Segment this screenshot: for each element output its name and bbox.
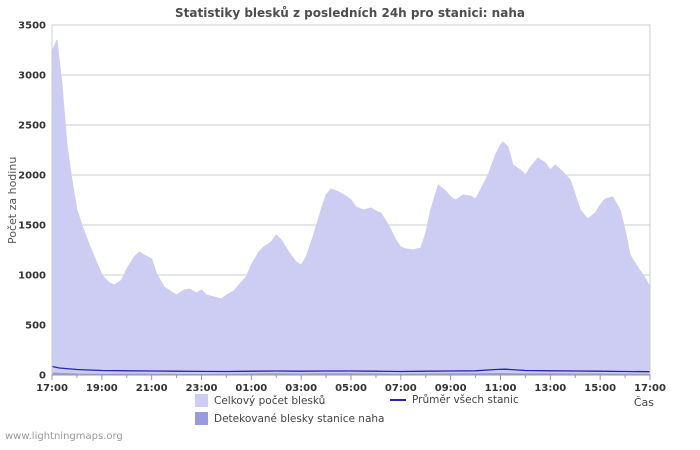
svg-text:05:00: 05:00 (335, 383, 367, 394)
svg-text:500: 500 (25, 321, 46, 332)
legend-swatch-average-line (390, 399, 406, 401)
svg-text:3500: 3500 (18, 21, 46, 32)
svg-text:3000: 3000 (18, 71, 46, 82)
svg-text:23:00: 23:00 (186, 383, 218, 394)
svg-text:2000: 2000 (18, 171, 46, 182)
legend-item-average: Průměr všech stanic (390, 394, 519, 406)
svg-text:03:00: 03:00 (285, 383, 317, 394)
svg-text:19:00: 19:00 (86, 383, 118, 394)
svg-text:2500: 2500 (18, 121, 46, 132)
svg-text:09:00: 09:00 (435, 383, 467, 394)
watermark-link: www.lightningmaps.org (5, 431, 123, 442)
svg-text:21:00: 21:00 (136, 383, 168, 394)
legend-swatch-station-area (195, 412, 208, 425)
legend-label-average: Průměr všech stanic (412, 394, 519, 406)
legend-item-total: Celkový počet blesků (195, 394, 325, 407)
svg-text:1000: 1000 (18, 271, 46, 282)
svg-text:15:00: 15:00 (584, 383, 616, 394)
svg-text:17:00: 17:00 (36, 383, 68, 394)
legend-item-station: Detekované blesky stanice naha (195, 412, 384, 425)
legend-label-total: Celkový počet blesků (214, 394, 326, 407)
legend-label-station: Detekované blesky stanice naha (214, 412, 385, 425)
svg-text:1500: 1500 (18, 221, 46, 232)
chart-title: Statistiky blesků z posledních 24h pro s… (175, 6, 525, 20)
svg-text:01:00: 01:00 (235, 383, 267, 394)
svg-text:13:00: 13:00 (534, 383, 566, 394)
svg-text:11:00: 11:00 (485, 383, 517, 394)
svg-text:0: 0 (39, 371, 46, 382)
svg-text:17:00: 17:00 (634, 383, 666, 394)
x-axis-label: Čas (633, 396, 654, 409)
svg-text:07:00: 07:00 (385, 383, 417, 394)
legend-swatch-total-area (195, 394, 208, 407)
